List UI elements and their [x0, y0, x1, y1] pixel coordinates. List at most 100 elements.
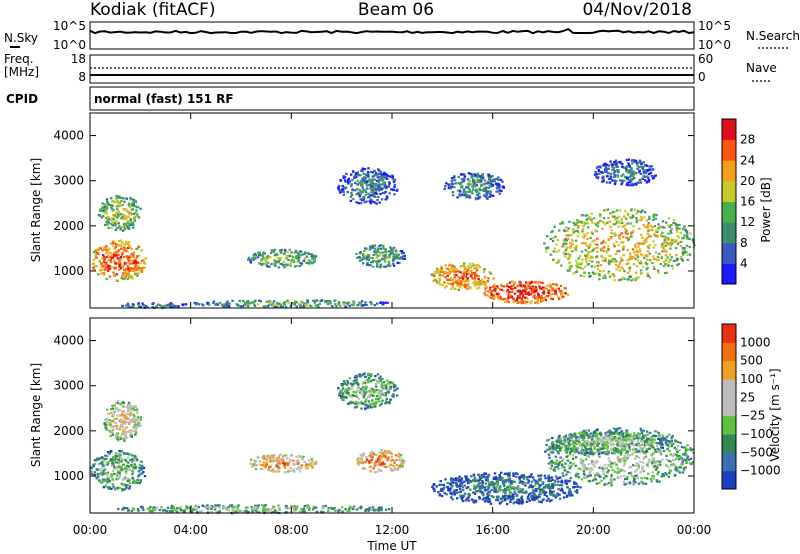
range-cell [652, 218, 655, 221]
range-cell [262, 454, 266, 457]
range-cell [128, 479, 131, 482]
range-cell [636, 210, 640, 213]
range-cell [306, 467, 309, 470]
range-cell [190, 509, 194, 512]
range-cell [116, 250, 119, 253]
range-cell [360, 505, 363, 508]
range-cell [467, 287, 471, 290]
range-cell [293, 470, 296, 473]
range-cell [571, 243, 574, 246]
range-cell [114, 262, 117, 265]
range-cell [493, 472, 497, 475]
range-cell [380, 386, 383, 389]
range-cell [364, 404, 367, 407]
range-cell [133, 459, 136, 462]
range-cell [179, 509, 183, 512]
range-cell [389, 381, 393, 384]
range-cell [382, 381, 386, 384]
range-cell [383, 254, 387, 258]
range-cell [107, 221, 111, 224]
range-cell [125, 208, 128, 211]
range-cell [386, 458, 390, 461]
range-cell [456, 284, 460, 287]
range-cell [501, 477, 504, 480]
range-cell [119, 267, 122, 270]
range-cell [106, 207, 109, 210]
range-cell [380, 173, 383, 176]
range-cell [104, 454, 107, 457]
range-cell [443, 187, 446, 190]
range-cell [531, 476, 535, 479]
range-cell [305, 255, 308, 258]
range-cell [136, 420, 139, 423]
range-cell [661, 243, 664, 246]
range-cell [124, 249, 127, 252]
range-cell [114, 224, 117, 227]
freq-left-bottom: 8 [78, 70, 86, 84]
range-cell [634, 246, 638, 249]
range-cell [466, 486, 470, 489]
range-cell [106, 204, 109, 207]
range-cell [465, 193, 468, 197]
range-cell [354, 402, 357, 405]
range-cell [115, 273, 118, 276]
range-cell [122, 405, 125, 408]
range-cell [526, 481, 530, 485]
range-cell [551, 287, 554, 290]
range-cell [159, 304, 162, 307]
range-cell [638, 227, 641, 230]
range-cell [498, 295, 502, 298]
range-cell [106, 201, 109, 204]
range-cell [372, 188, 375, 191]
range-cell [112, 456, 115, 459]
range-cell [493, 283, 496, 286]
range-cell [306, 300, 309, 303]
range-cell [267, 468, 271, 471]
range-cell [642, 174, 645, 177]
range-cell [449, 263, 452, 266]
range-cell [595, 223, 598, 227]
range-cell [549, 237, 552, 241]
range-cell [653, 267, 656, 270]
range-cell [603, 246, 606, 249]
range-cell [361, 181, 364, 184]
range-cell [383, 394, 386, 397]
range-cell [379, 254, 382, 257]
range-cell [633, 177, 636, 180]
range-cell [363, 201, 366, 204]
range-cell [446, 267, 450, 270]
range-cell [383, 465, 386, 468]
range-cell [634, 271, 638, 274]
range-cell [117, 261, 121, 264]
range-cell [597, 176, 600, 179]
range-cell [504, 487, 507, 490]
range-cell [132, 251, 136, 254]
range-cell [294, 250, 297, 253]
range-cell [481, 176, 485, 179]
range-cell [347, 177, 350, 180]
range-cell [122, 410, 126, 413]
range-cell [120, 244, 123, 247]
range-cell [102, 264, 105, 267]
range-cell [348, 394, 351, 397]
range-cell [122, 437, 125, 440]
sky-noise-line [89, 27, 695, 35]
range-cell [681, 251, 685, 254]
range-cell [195, 508, 198, 511]
range-cell [249, 261, 253, 264]
range-cell [116, 401, 120, 405]
range-cell [363, 178, 367, 181]
range-cell [368, 460, 371, 463]
range-cell [588, 216, 592, 219]
range-cell [635, 162, 639, 165]
range-cell [512, 501, 515, 504]
range-cell [130, 267, 133, 270]
range-cell [229, 504, 232, 507]
range-cell [459, 265, 462, 268]
range-cell [125, 415, 128, 418]
range-cell [131, 407, 134, 410]
range-cell [367, 171, 370, 174]
range-cell [599, 247, 602, 251]
range-cell [626, 249, 629, 252]
range-cell [505, 298, 509, 301]
